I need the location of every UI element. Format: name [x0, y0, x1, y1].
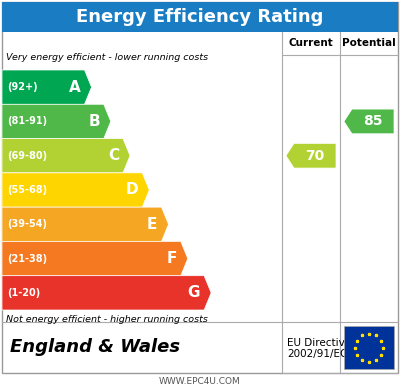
Text: WWW.EPC4U.COM: WWW.EPC4U.COM	[159, 378, 241, 386]
Text: Potential: Potential	[342, 38, 396, 48]
Text: England & Wales: England & Wales	[10, 338, 180, 357]
Text: C: C	[108, 148, 119, 163]
Text: (92+): (92+)	[7, 82, 38, 92]
Polygon shape	[2, 70, 92, 104]
Polygon shape	[286, 144, 336, 168]
Text: F: F	[166, 251, 177, 266]
Bar	[344, 326, 394, 369]
Polygon shape	[344, 109, 394, 134]
Text: A: A	[69, 80, 80, 95]
Polygon shape	[2, 241, 188, 276]
Text: (39-54): (39-54)	[7, 219, 47, 229]
Text: (81-91): (81-91)	[7, 116, 47, 126]
Text: (69-80): (69-80)	[7, 151, 47, 161]
Text: 2002/91/EC: 2002/91/EC	[287, 350, 347, 360]
Text: (55-68): (55-68)	[7, 185, 47, 195]
Text: EU Directive: EU Directive	[287, 338, 351, 348]
Polygon shape	[2, 173, 149, 207]
Polygon shape	[2, 207, 168, 241]
Text: G: G	[188, 285, 200, 300]
Bar	[2, 2, 398, 32]
Text: 70: 70	[305, 149, 325, 163]
Text: E: E	[147, 217, 158, 232]
Polygon shape	[2, 104, 111, 139]
Text: Energy Efficiency Rating: Energy Efficiency Rating	[76, 8, 324, 26]
Text: Very energy efficient - lower running costs: Very energy efficient - lower running co…	[6, 54, 208, 62]
Text: (21-38): (21-38)	[7, 254, 47, 263]
Text: D: D	[126, 182, 138, 197]
Text: (1-20): (1-20)	[7, 288, 40, 298]
Text: Current: Current	[289, 38, 333, 48]
Text: B: B	[88, 114, 100, 129]
Text: 85: 85	[363, 114, 383, 128]
Polygon shape	[2, 139, 130, 173]
Text: Not energy efficient - higher running costs: Not energy efficient - higher running co…	[6, 315, 208, 324]
Polygon shape	[2, 276, 211, 310]
